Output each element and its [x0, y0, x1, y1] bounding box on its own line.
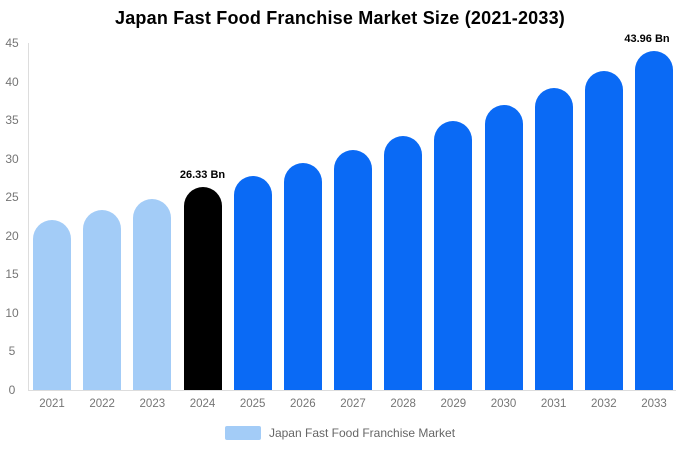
x-tick-label-2031: 2031: [540, 398, 567, 410]
y-tick-label: 10: [5, 305, 19, 320]
y-tick-label: 40: [5, 74, 19, 89]
bar-2021[interactable]: [33, 220, 71, 390]
legend-label: Japan Fast Food Franchise Market: [268, 426, 456, 440]
bar-2033[interactable]: [635, 51, 673, 390]
y-axis-line: [28, 43, 29, 390]
x-tick-label-2028: 2028: [390, 398, 416, 410]
x-tick-label-2029: 2029: [440, 398, 467, 410]
y-tick-label: 15: [5, 267, 19, 282]
y-tick-label: 20: [5, 228, 19, 243]
bar-2031[interactable]: [534, 88, 573, 390]
x-tick-label-2033: 2033: [641, 398, 667, 410]
bar-2030[interactable]: [484, 105, 523, 390]
y-tick-label: 35: [5, 113, 19, 128]
x-axis-line: [28, 390, 676, 391]
legend[interactable]: Japan Fast Food Franchise Market: [0, 426, 680, 440]
x-tick-label-2025: 2025: [239, 398, 266, 410]
y-tick-label: 5: [8, 344, 16, 359]
y-tick-label: 45: [5, 36, 19, 50]
legend-swatch: [224, 426, 261, 440]
data-label-2024: 26.33 Bn: [179, 168, 226, 181]
bar-2022[interactable]: [83, 210, 122, 390]
x-tick-label-2022: 2022: [89, 398, 115, 410]
bar-2027[interactable]: [334, 150, 372, 390]
y-tick-label: 25: [5, 190, 19, 205]
data-label-2033: 43.96 Bn: [624, 33, 670, 46]
bar-2023[interactable]: [133, 198, 172, 390]
bar-2029[interactable]: [434, 120, 473, 390]
x-tick-label-2026: 2026: [290, 398, 316, 410]
bar-2028[interactable]: [384, 136, 423, 390]
x-tick-label-2021: 2021: [39, 398, 65, 410]
x-tick-label-2032: 2032: [591, 398, 617, 410]
bar-2026[interactable]: [283, 163, 322, 390]
y-tick-label: 0: [8, 383, 16, 397]
bar-2024[interactable]: [183, 186, 222, 390]
x-tick-label-2023: 2023: [139, 398, 166, 410]
y-tick-label: 30: [5, 151, 19, 166]
bar-2032[interactable]: [584, 70, 623, 390]
x-tick-label-2030: 2030: [490, 398, 517, 410]
x-tick-label-2024: 2024: [189, 398, 216, 410]
x-tick-label-2027: 2027: [340, 398, 366, 410]
chart-title: Japan Fast Food Franchise Market Size (2…: [115, 8, 565, 28]
bar-2025[interactable]: [233, 176, 272, 390]
